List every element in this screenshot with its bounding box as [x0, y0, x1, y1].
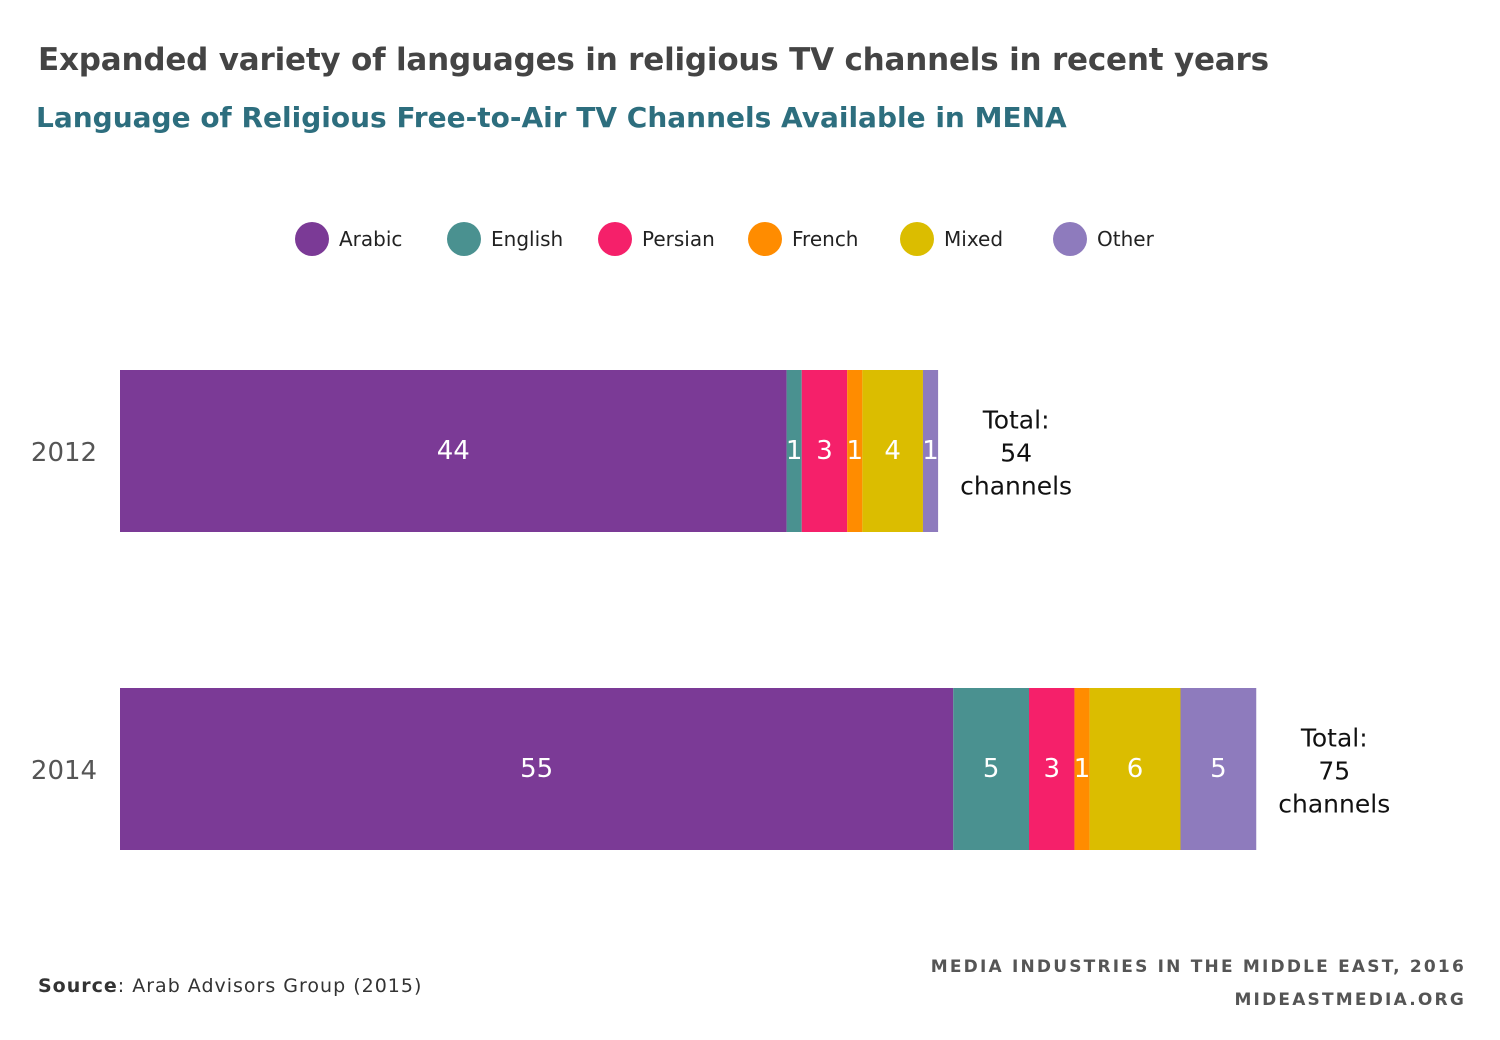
- credit-website: MIDEASTMEDIA.ORG: [1234, 990, 1466, 1010]
- legend-swatch-arabic: [295, 222, 329, 256]
- data-label-arabic-2014: 55: [520, 754, 553, 784]
- legend-item-arabic: Arabic: [295, 222, 402, 256]
- data-label-french-2014: 1: [1074, 754, 1091, 784]
- data-label-other-2012: 1: [922, 436, 939, 466]
- legend-item-english: English: [447, 222, 563, 256]
- total-label-2014-line1: Total:: [1300, 724, 1368, 753]
- legend-swatch-mixed: [900, 222, 934, 256]
- legend-label-mixed: Mixed: [944, 227, 1004, 251]
- legend-item-persian: Persian: [598, 222, 715, 256]
- bar-segment-english-2012: [786, 370, 802, 532]
- bar-segment-mixed-2014: [1089, 688, 1181, 850]
- bar-segment-other-2012: [922, 370, 939, 532]
- bar-segment-arabic-2012: [120, 370, 787, 532]
- legend-label-other: Other: [1097, 227, 1154, 251]
- legend-swatch-persian: [598, 222, 632, 256]
- legend-item-other: Other: [1053, 222, 1154, 256]
- data-label-arabic-2012: 44: [437, 436, 470, 466]
- legend-label-persian: Persian: [642, 227, 715, 251]
- credit-publication: MEDIA INDUSTRIES IN THE MIDDLE EAST, 201…: [930, 957, 1466, 977]
- data-label-mixed-2014: 6: [1127, 754, 1144, 784]
- legend-label-french: French: [792, 227, 859, 251]
- data-label-persian-2012: 3: [816, 436, 833, 466]
- bar-segment-english-2014: [953, 688, 1029, 850]
- bar-segment-mixed-2012: [862, 370, 923, 532]
- legend-label-arabic: Arabic: [339, 227, 403, 251]
- bar-segment-french-2012: [847, 370, 863, 532]
- category-label-2012: 2012: [31, 438, 97, 468]
- legend-label-english: English: [491, 227, 564, 251]
- legend-swatch-french: [748, 222, 782, 256]
- bar-segment-other-2014: [1180, 688, 1257, 850]
- legend-item-french: French: [748, 222, 858, 256]
- bar-segment-french-2014: [1074, 688, 1090, 850]
- data-label-english-2012: 1: [786, 436, 803, 466]
- category-label-2014: 2014: [31, 756, 97, 786]
- source-label: Source: [38, 975, 118, 997]
- total-label-2014-line3: channels: [1278, 790, 1390, 819]
- data-label-english-2014: 5: [983, 754, 1000, 784]
- data-label-french-2012: 1: [847, 436, 864, 466]
- total-label-2014-line2: 75: [1318, 757, 1350, 786]
- bar-segment-arabic-2014: [120, 688, 954, 850]
- source-text: : Arab Advisors Group (2015): [117, 975, 423, 997]
- total-label-2012-line1: Total:: [982, 406, 1050, 435]
- source-note: Source: Arab Advisors Group (2015): [38, 975, 422, 997]
- bar-segment-persian-2012: [801, 370, 848, 532]
- data-label-other-2014: 5: [1210, 754, 1227, 784]
- bar-segment-persian-2014: [1029, 688, 1075, 850]
- data-label-mixed-2012: 4: [884, 436, 901, 466]
- chart-title: Expanded variety of languages in religio…: [38, 42, 1269, 78]
- legend-swatch-english: [447, 222, 481, 256]
- legend-item-mixed: Mixed: [900, 222, 1003, 256]
- legend-swatch-other: [1053, 222, 1087, 256]
- total-label-2012-line2: 54: [1000, 439, 1032, 468]
- chart-subtitle: Language of Religious Free-to-Air TV Cha…: [36, 101, 1067, 134]
- data-label-persian-2014: 3: [1043, 754, 1060, 784]
- total-label-2012-line3: channels: [960, 472, 1072, 501]
